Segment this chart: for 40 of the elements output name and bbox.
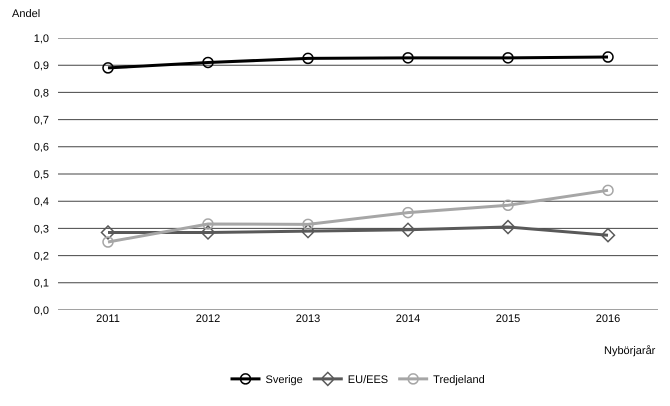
y-tick-label: 0,8 bbox=[34, 87, 49, 100]
y-tick-label: 1,0 bbox=[34, 32, 49, 45]
point bbox=[102, 62, 114, 74]
point bbox=[202, 218, 214, 230]
point bbox=[400, 222, 416, 238]
x-tick-label: 2013 bbox=[296, 313, 320, 325]
point bbox=[402, 206, 414, 218]
x-tick-label: 2011 bbox=[96, 313, 120, 325]
point bbox=[202, 56, 214, 68]
y-tick-label: 0,6 bbox=[34, 142, 49, 154]
point bbox=[602, 184, 614, 196]
x-tick-label: 2016 bbox=[596, 313, 620, 325]
point bbox=[600, 228, 616, 242]
y-tick-label: 0,2 bbox=[34, 250, 49, 262]
legend-label: Sverige bbox=[266, 374, 303, 386]
point bbox=[602, 51, 614, 63]
x-tick-label: 2015 bbox=[496, 313, 520, 325]
point bbox=[500, 220, 516, 234]
y-tick-label: 0,1 bbox=[34, 278, 49, 290]
x-tick-label: 2012 bbox=[196, 313, 220, 325]
point bbox=[502, 200, 514, 212]
y-tick-label: 0,4 bbox=[34, 196, 49, 208]
legend-label: Tredjeland bbox=[433, 374, 485, 386]
point bbox=[402, 52, 414, 64]
y-tick-label: 0,5 bbox=[34, 168, 49, 181]
point bbox=[102, 236, 114, 248]
point bbox=[300, 224, 316, 238]
x-axis-title: Nybörjarår bbox=[604, 345, 656, 357]
point bbox=[200, 225, 216, 240]
point bbox=[302, 218, 314, 230]
x-tick-label: 2014 bbox=[396, 313, 420, 325]
y-tick-label: 0,0 bbox=[34, 304, 49, 317]
y-axis-title: Andel bbox=[12, 8, 40, 20]
point bbox=[100, 225, 116, 240]
y-tick-label: 0,7 bbox=[34, 114, 49, 126]
point bbox=[502, 52, 514, 64]
legend-label: EU/EES bbox=[348, 374, 388, 386]
y-tick-label: 0,9 bbox=[34, 60, 49, 72]
point bbox=[302, 52, 314, 64]
y-tick-label: 0,3 bbox=[34, 223, 49, 236]
